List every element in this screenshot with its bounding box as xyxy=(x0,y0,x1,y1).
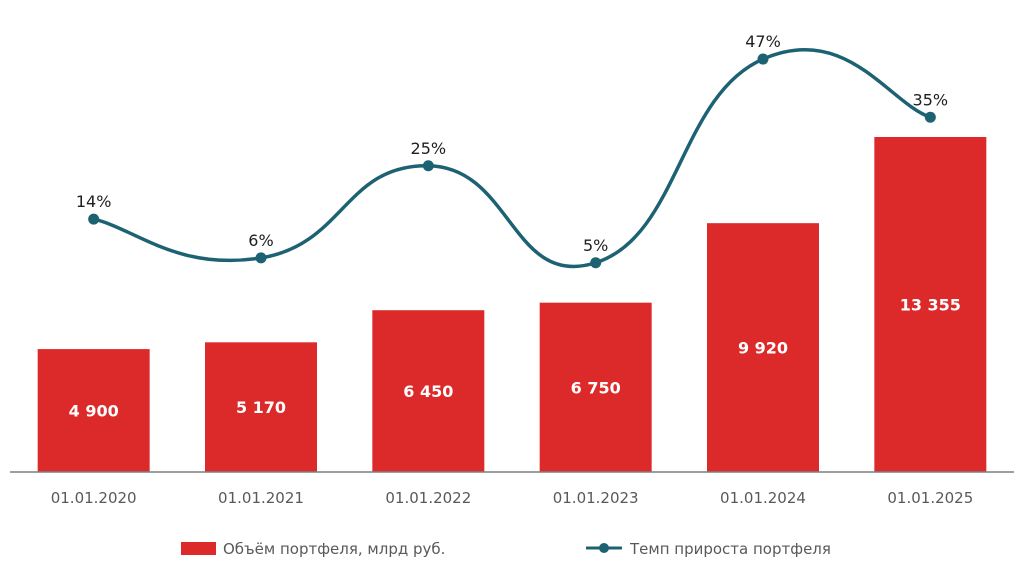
line-point-0 xyxy=(88,213,100,225)
bar-4 xyxy=(707,223,819,472)
legend-bar-swatch xyxy=(181,542,216,555)
line-point-2 xyxy=(422,160,434,172)
x-tick-label: 01.01.2021 xyxy=(218,489,304,507)
x-tick-label: 01.01.2025 xyxy=(887,489,973,507)
bar-3 xyxy=(539,302,652,472)
bar-value-label: 6 450 xyxy=(403,382,453,401)
line-point-label: 25% xyxy=(411,139,447,158)
bars-group: 4 900 5 170 6 450 6 750 9 920 13 355 xyxy=(37,137,987,472)
bar-value-label: 9 920 xyxy=(738,339,788,358)
bar-value-label: 4 900 xyxy=(69,402,119,421)
bar-2 xyxy=(372,310,485,472)
line-point-5 xyxy=(924,111,936,123)
bar-value-label: 5 170 xyxy=(236,398,286,417)
bar-0 xyxy=(37,349,150,472)
bar-1 xyxy=(205,342,317,472)
bar-value-label: 6 750 xyxy=(571,378,621,397)
x-tick-label: 01.01.2022 xyxy=(385,489,471,507)
line-point-4 xyxy=(757,53,769,65)
legend-bar-label: Объём портфеля, млрд руб. xyxy=(223,540,445,558)
line-point-label: 35% xyxy=(913,90,949,109)
line-point-label: 14% xyxy=(76,192,112,211)
line-point-3 xyxy=(590,257,602,269)
x-tick-label: 01.01.2023 xyxy=(553,489,639,507)
x-tick-label: 01.01.2020 xyxy=(51,489,137,507)
line-point-label: 47% xyxy=(745,32,781,51)
legend-line-label: Темп прироста портфеля xyxy=(629,540,831,558)
legend: Объём портфеля, млрд руб. Темп прироста … xyxy=(181,540,831,558)
x-tick-labels: 01.01.2020 01.01.2021 01.01.2022 01.01.2023… xyxy=(51,489,974,507)
line-point-label: 5% xyxy=(583,236,608,255)
line-point-label: 6% xyxy=(248,231,273,250)
legend-line-marker xyxy=(599,543,609,553)
bar-value-label: 13 355 xyxy=(900,296,961,315)
bar-5 xyxy=(874,137,987,472)
growth-line-group: 14% 6% 25% 5% 47% 35% xyxy=(76,32,949,269)
x-tick-label: 01.01.2024 xyxy=(720,489,806,507)
line-point-1 xyxy=(255,252,267,264)
